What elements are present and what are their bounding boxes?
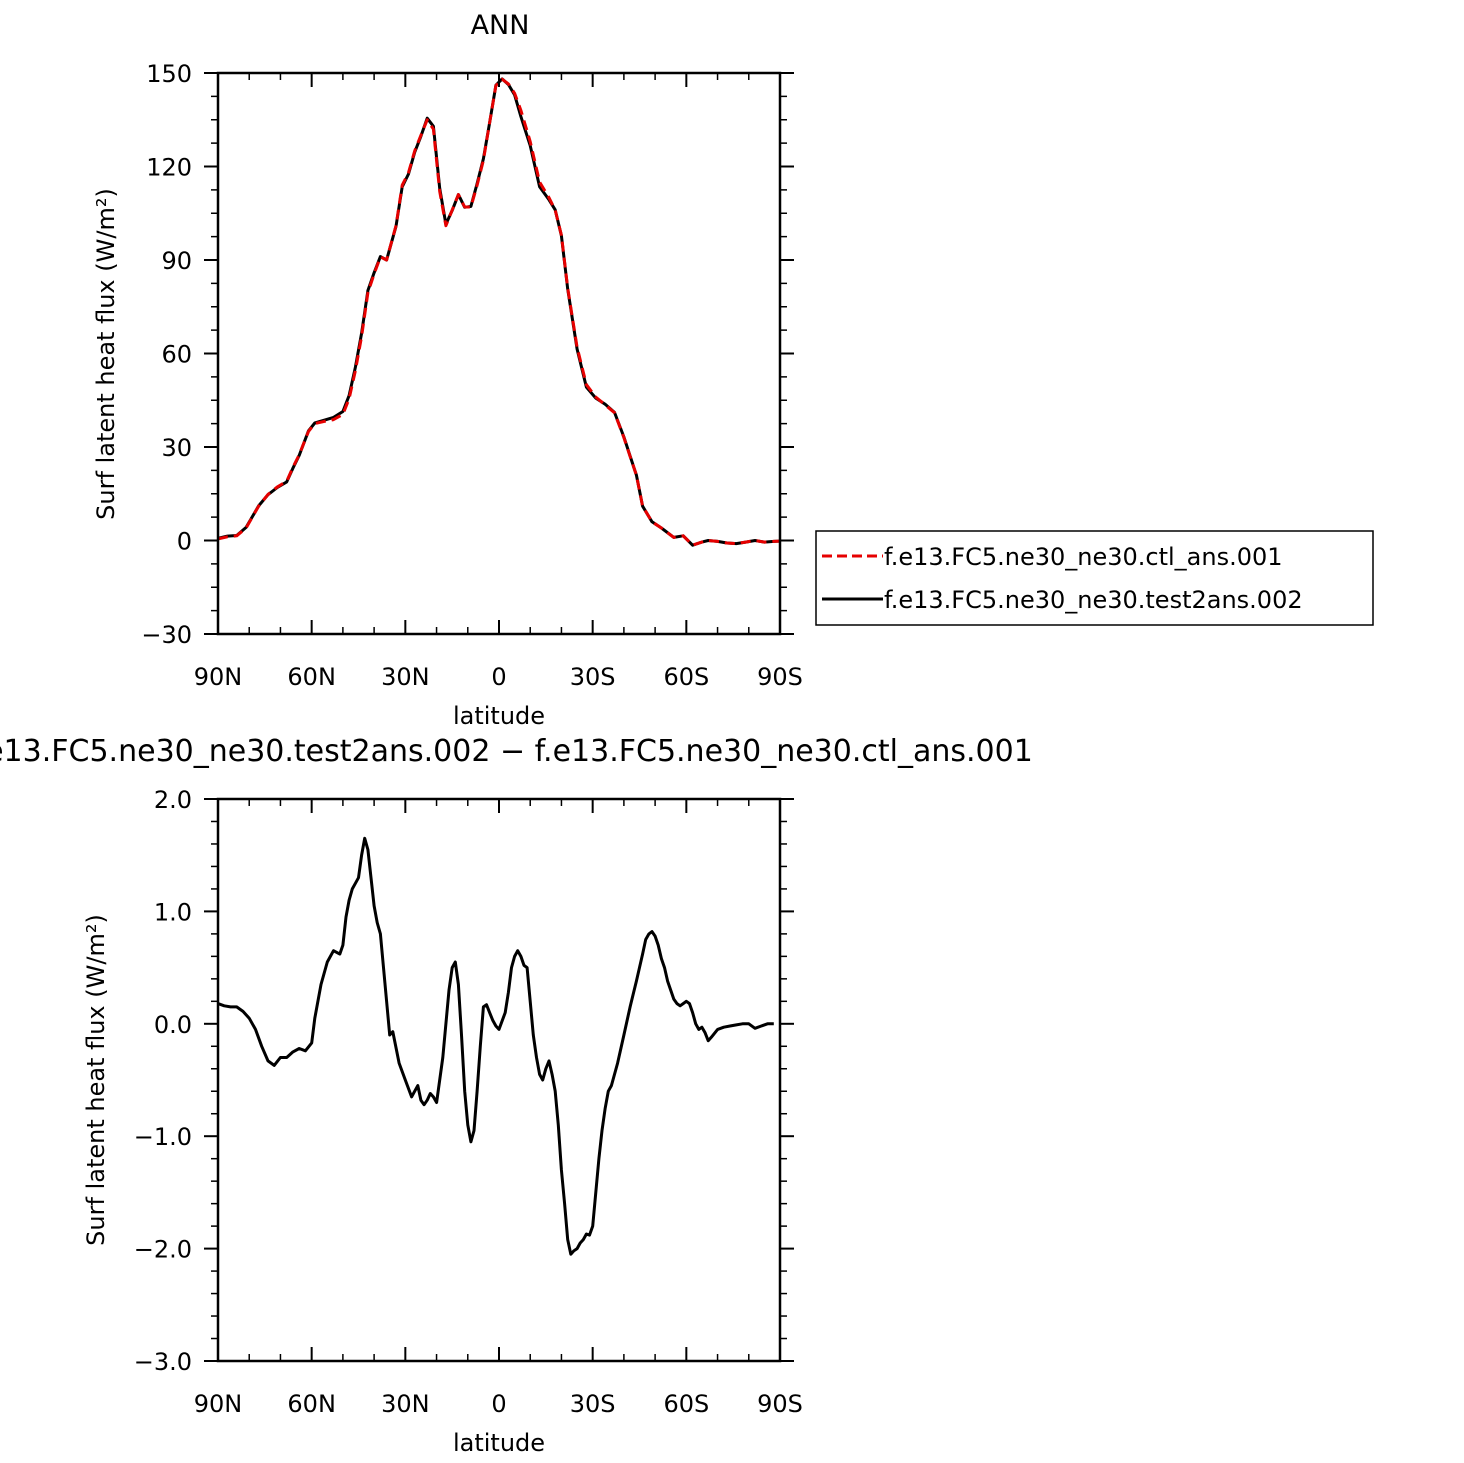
- legend-box: [815, 530, 1374, 626]
- bottom-chart-y-tick-label: −2.0: [134, 1236, 192, 1264]
- top-chart-panel: ANN 90N 60N 30N 0 30S 60S 90S−300306090120150 …: [92, 10, 803, 730]
- top-chart-y-tick-label: 150: [146, 60, 192, 88]
- top-chart-series-line-1: [217, 77, 781, 547]
- top-chart-x-tick-label: 90S: [757, 663, 803, 691]
- bottom-chart-plot-frame: [216, 797, 782, 1363]
- bottom-chart-x-axis-label: latitude: [453, 1429, 545, 1457]
- top-chart-y-tick-label: 0: [177, 528, 192, 556]
- top-chart-x-axis-label: latitude: [453, 702, 545, 730]
- top-chart-title: ANN: [471, 10, 530, 41]
- bottom-chart-x-tick-label: 90N: [194, 1390, 243, 1418]
- bottom-chart-panel: f.e13.FC5.ne30_ne30.test2ans.002 − f.e13…: [0, 734, 1033, 1457]
- top-chart-y-tick-label: 30: [161, 434, 192, 462]
- top-chart-x-tick-label: 60N: [287, 663, 336, 691]
- bottom-chart-x-tick-label: 60N: [287, 1390, 336, 1418]
- top-chart-y-axis-label: Surf latent heat flux (W/m²): [92, 188, 120, 520]
- top-chart-x-tick-label: 60S: [663, 663, 709, 691]
- top-chart-x-tick-label: 90N: [194, 663, 243, 691]
- bottom-chart-y-axis-label: Surf latent heat flux (W/m²): [82, 914, 110, 1246]
- top-chart-legend: f.e13.FC5.ne30_ne30.ctl_ans.001 f.e13.FC…: [815, 530, 1374, 626]
- bottom-chart-y-tick-label: 0.0: [154, 1011, 192, 1039]
- bottom-chart-y-tick-label: 1.0: [154, 898, 192, 926]
- bottom-chart-title: f.e13.FC5.ne30_ne30.test2ans.002 − f.e13…: [0, 734, 1033, 769]
- bottom-chart-x-tick-label: 0: [491, 1390, 506, 1418]
- bottom-chart-axes: 90N 60N 30N 0 30S 60S 90S −3.0 −2.0 −1.0 0.0 1.0 2.0: [134, 786, 803, 1418]
- bottom-chart-y-tick-label: 2.0: [154, 786, 192, 814]
- bottom-chart-y-tick-label: −1.0: [134, 1123, 192, 1151]
- bottom-chart-x-tick-label: 90S: [757, 1390, 803, 1418]
- top-chart-y-tick-label: −30: [141, 621, 192, 649]
- top-chart-series-group: [217, 77, 781, 547]
- bottom-chart-series-group: [217, 836, 774, 1256]
- top-chart-y-tick-label: 60: [161, 341, 192, 369]
- bottom-chart-x-tick-label: 30N: [381, 1390, 430, 1418]
- bottom-chart-series-line-0: [217, 836, 774, 1256]
- top-chart-y-tick-label: 120: [146, 154, 192, 182]
- top-chart-plot-frame: [216, 71, 782, 636]
- bottom-chart-y-tick-label: −3.0: [134, 1348, 192, 1376]
- top-chart-x-tick-label: 30S: [570, 663, 616, 691]
- legend-label-test: f.e13.FC5.ne30_ne30.test2ans.002: [884, 586, 1303, 614]
- bottom-chart-x-tick-label: 60S: [663, 1390, 709, 1418]
- top-chart-x-tick-label: 30N: [381, 663, 430, 691]
- top-chart-x-tick-label: 0: [491, 663, 506, 691]
- top-chart-series-line-0: [217, 77, 781, 547]
- top-chart-y-tick-label: 90: [161, 247, 192, 275]
- legend-label-ctl: f.e13.FC5.ne30_ne30.ctl_ans.001: [884, 543, 1283, 571]
- top-chart-axes: 90N 60N 30N 0 30S 60S 90S −30 0 30 60 90 120 150: [141, 60, 803, 691]
- bottom-chart-x-tick-label: 30S: [570, 1390, 616, 1418]
